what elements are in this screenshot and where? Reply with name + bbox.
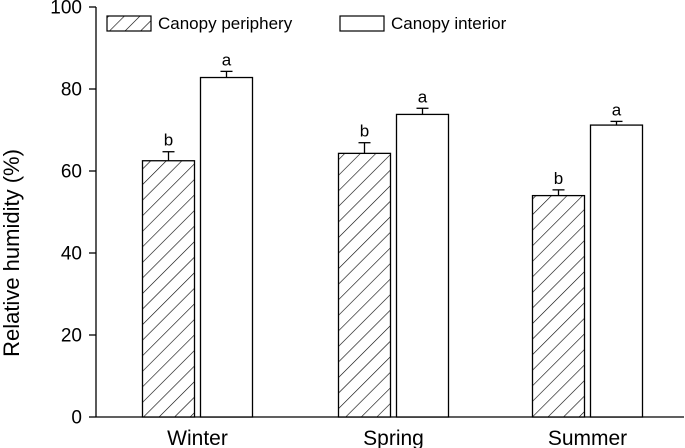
plot-area: 0 20 40 60 80 100 Winter b a Spring b a Summer b a	[50, 0, 684, 448]
significance-label-periphery-summer: b	[554, 169, 563, 188]
y-tick-label-40: 40	[61, 244, 82, 265]
bar-interior-spring	[395, 113, 450, 418]
y-tick-label-80: 80	[61, 80, 82, 101]
legend-swatch-periphery	[106, 15, 152, 32]
y-tick-label-100: 100	[50, 0, 82, 19]
x-tick-label-winter: Winter	[167, 427, 228, 448]
significance-label-periphery-spring: b	[360, 122, 369, 141]
significance-label-interior-summer: a	[612, 100, 622, 119]
legend-label-interior: Canopy interior	[391, 14, 507, 33]
bar-interior-summer	[589, 124, 644, 418]
y-tick-label-60: 60	[61, 162, 82, 183]
bar-periphery-spring	[337, 152, 392, 418]
y-tick-label-20: 20	[61, 326, 82, 347]
legend: Canopy periphery Canopy interior	[106, 14, 507, 33]
y-axis-title: Relative humidity (%)	[0, 149, 24, 357]
bar-interior-winter	[199, 76, 254, 418]
significance-label-interior-spring: a	[418, 87, 428, 106]
x-tick-label-spring: Spring	[363, 427, 424, 448]
significance-label-periphery-winter: b	[164, 131, 173, 150]
bar-periphery-summer	[531, 194, 586, 418]
legend-label-periphery: Canopy periphery	[158, 14, 293, 33]
x-tick-label-summer: Summer	[548, 427, 627, 448]
y-tick-label-0: 0	[71, 408, 82, 429]
bar-periphery-winter	[141, 160, 196, 418]
legend-swatch-interior	[339, 15, 385, 32]
significance-label-interior-winter: a	[222, 50, 232, 69]
